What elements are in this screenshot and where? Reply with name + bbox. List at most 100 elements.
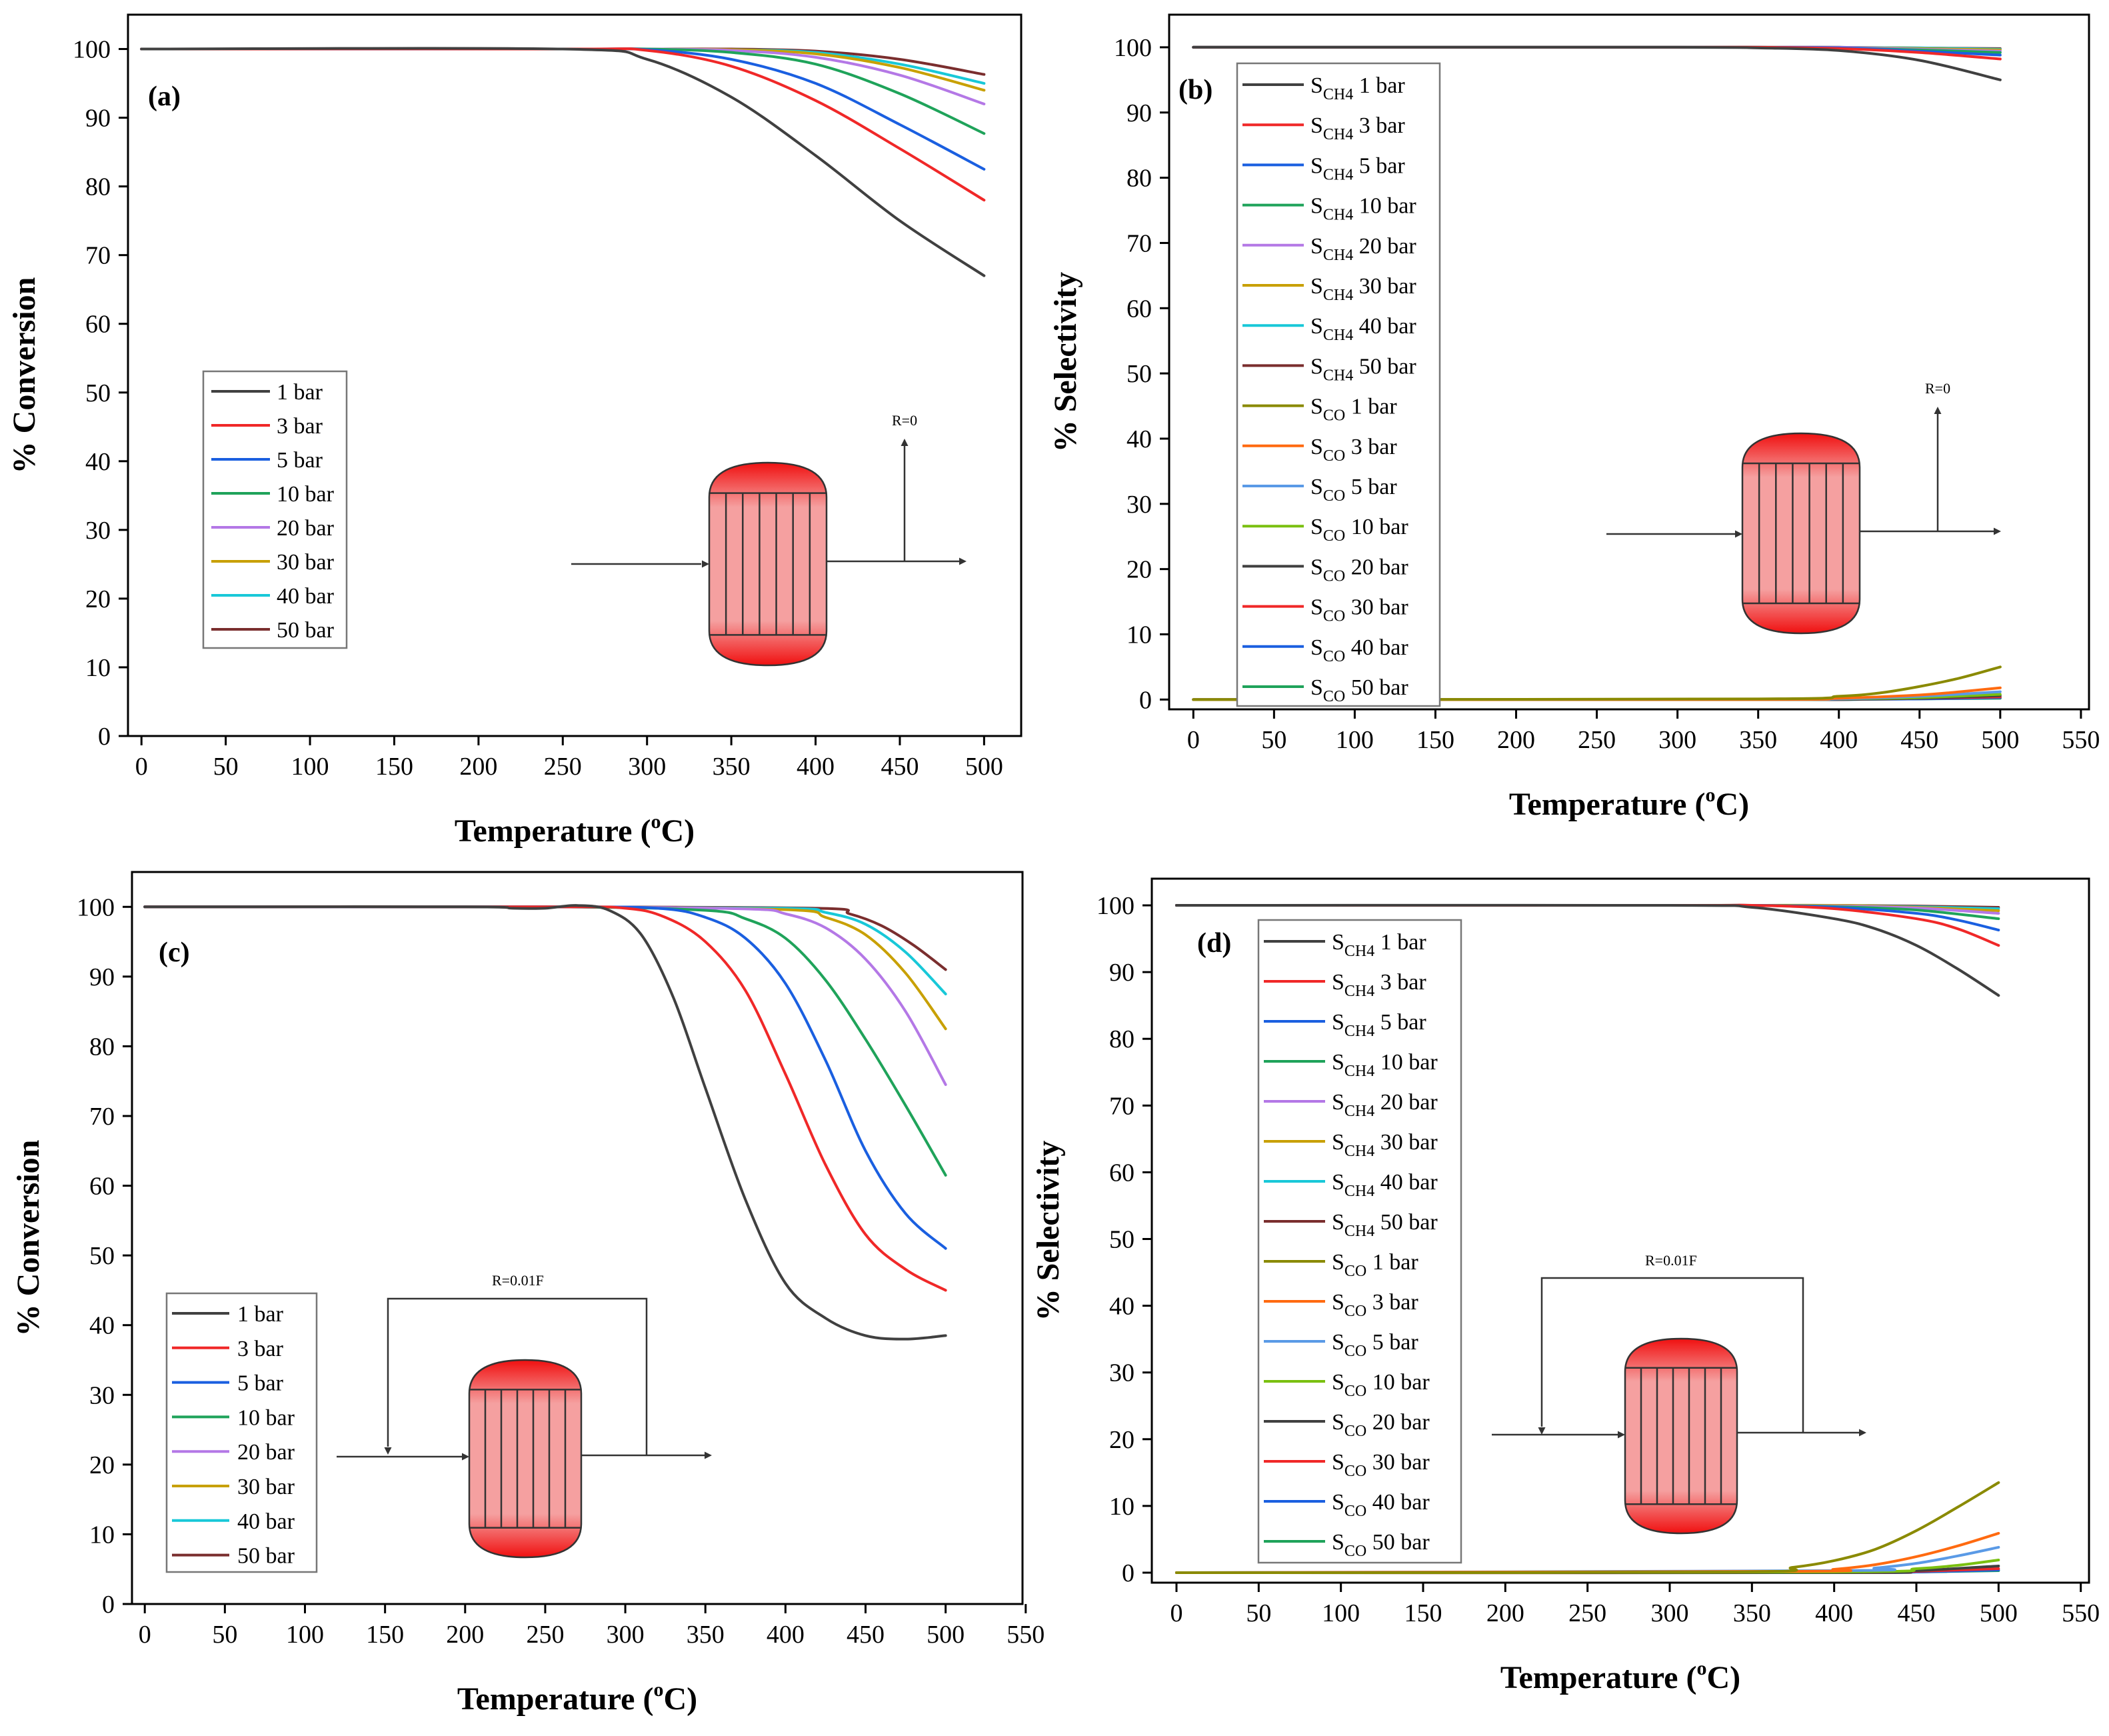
legend-entry: SCO 20 bar [1310, 555, 1408, 585]
x-tick-label: 50 [213, 753, 239, 781]
legend-entry: 40 bar [237, 1509, 295, 1534]
x-tick-label: 450 [847, 1621, 885, 1649]
y-tick-label: 70 [1126, 229, 1152, 257]
x-tick-label: 0 [1187, 726, 1200, 754]
legend-entry: 50 bar [277, 618, 335, 643]
legend-entry: SCO 40 bar [1332, 1490, 1430, 1520]
legend-entry: 50 bar [237, 1544, 295, 1569]
series-group [140, 47, 986, 277]
arrow-head-icon [901, 439, 909, 446]
x-tick-label: 0 [135, 753, 148, 781]
y-tick-label: 80 [1126, 165, 1152, 193]
x-tick-label: 550 [2062, 726, 2100, 754]
x-tick-label: 350 [1733, 1599, 1771, 1627]
y-tick-label: 50 [85, 379, 111, 407]
legend-entry: SCO 10 bar [1310, 515, 1408, 545]
x-tick-label: 150 [1416, 726, 1454, 754]
legend-entry: 40 bar [277, 584, 335, 609]
y-tick-label: 20 [1126, 556, 1152, 584]
legend-entry: SCH4 10 bar [1332, 1050, 1438, 1080]
legend-entry: SCO 1 bar [1332, 1250, 1418, 1280]
legend-entry: SCO 50 bar [1332, 1530, 1430, 1560]
reactor-diagram-b: R=0 [1606, 380, 2001, 635]
panel-d: 0 50 100 150 200 250 300 350 400 450 500 550 0 10 20 30… [1031, 877, 2100, 1695]
recycle-ratio-label: R=0 [1925, 380, 1950, 397]
y-axis-title: % Conversion [7, 277, 42, 474]
y-tick-label: 10 [85, 654, 111, 682]
reactor-vessel-icon [1741, 432, 1861, 635]
x-tick-label: 200 [1497, 726, 1535, 754]
legend-entry: 3 bar [277, 414, 323, 439]
series-group [1175, 903, 2000, 1575]
x-tick-label: 350 [687, 1621, 725, 1649]
panel-label: (d) [1197, 928, 1231, 959]
legend-entry: 10 bar [237, 1405, 295, 1430]
y-tick-label: 100 [1114, 34, 1152, 62]
legend-entry: SCH4 1 bar [1310, 73, 1405, 103]
y-tick-label: 100 [1096, 892, 1134, 920]
x-tick-label: 50 [1261, 726, 1286, 754]
series-line [1175, 1481, 2000, 1574]
legend-entry: 1 bar [277, 380, 323, 405]
y-tick-label: 0 [98, 723, 111, 751]
x-tick-label: 500 [1980, 1599, 2018, 1627]
y-axis-title: % Selectivity [1031, 1141, 1066, 1321]
x-tick-label: 450 [881, 753, 919, 781]
arrow-head-icon [384, 1447, 392, 1455]
y-tick-label: 80 [85, 173, 111, 201]
y-tick-label: 80 [1109, 1025, 1134, 1053]
x-tick-label: 500 [927, 1621, 965, 1649]
legend-entry: SCO 30 bar [1310, 595, 1408, 625]
y-tick-label: 50 [1126, 360, 1152, 388]
y-tick-label: 60 [1109, 1159, 1134, 1187]
y-tick-label: 10 [1109, 1493, 1134, 1521]
x-tick-label: 400 [767, 1621, 805, 1649]
x-tick-label: 300 [1658, 726, 1696, 754]
x-tick-label: 300 [607, 1621, 645, 1649]
y-tick-label: 10 [89, 1521, 115, 1549]
legend-entry: SCH4 50 bar [1332, 1210, 1438, 1240]
y-tick-label: 20 [85, 585, 111, 613]
legend-entry: SCO 5 bar [1310, 475, 1397, 505]
x-tick-label: 100 [1322, 1599, 1360, 1627]
arrow-head-icon [1618, 1431, 1625, 1439]
x-tick-label: 400 [1815, 1599, 1853, 1627]
panel-b: 0 50 100 150 200 250 300 350 400 450 500 550 0 10 20 30… [1048, 13, 2100, 822]
legend-entry: SCH4 40 bar [1332, 1170, 1438, 1200]
x-tick-label: 550 [1007, 1621, 1045, 1649]
arrow-head-icon [705, 1451, 712, 1459]
panel-label: (b) [1178, 75, 1212, 105]
legend-entry: 3 bar [237, 1337, 284, 1361]
x-tick-label: 50 [212, 1621, 237, 1649]
legend-entry: SCH4 5 bar [1332, 1010, 1426, 1040]
legend-entry: SCO 1 bar [1310, 395, 1397, 425]
legend-entry: SCO 40 bar [1310, 635, 1408, 665]
x-tick-label: 100 [1336, 726, 1374, 754]
x-tick-label: 300 [628, 753, 666, 781]
x-tick-label: 450 [1900, 726, 1938, 754]
legend-entry: SCO 10 bar [1332, 1370, 1430, 1400]
series-line [1175, 903, 2000, 997]
y-tick-label: 0 [102, 1591, 115, 1619]
x-tick-label: 150 [1404, 1599, 1442, 1627]
reactor-vessel-icon [468, 1359, 583, 1559]
x-tick-label: 550 [2062, 1599, 2100, 1627]
y-tick-label: 30 [1126, 491, 1152, 519]
x-axis-title: Temperature (oC) [1500, 1657, 1740, 1695]
y-tick-label: 30 [1109, 1359, 1134, 1387]
arrow-head-icon [1994, 527, 2001, 535]
y-tick-label: 70 [89, 1103, 115, 1131]
x-tick-label: 200 [1486, 1599, 1524, 1627]
legend-entry: SCO 5 bar [1332, 1330, 1418, 1360]
reactor-vessel-icon [1624, 1337, 1738, 1535]
recycle-loop [387, 1297, 648, 1455]
panel-a: 0 50 100 150 200 250 300 350 400 450 500 0 10 20 30 40 5… [7, 13, 1023, 849]
y-tick-label: 30 [85, 517, 111, 545]
x-tick-label: 350 [713, 753, 751, 781]
reactor-diagram-c: R=0.01F [337, 1272, 712, 1559]
legend-entry: SCO 3 bar [1332, 1290, 1418, 1320]
x-tick-label: 500 [965, 753, 1003, 781]
legend-entry: SCH4 3 bar [1310, 113, 1405, 143]
legend-entry: SCH4 30 bar [1332, 1130, 1438, 1160]
